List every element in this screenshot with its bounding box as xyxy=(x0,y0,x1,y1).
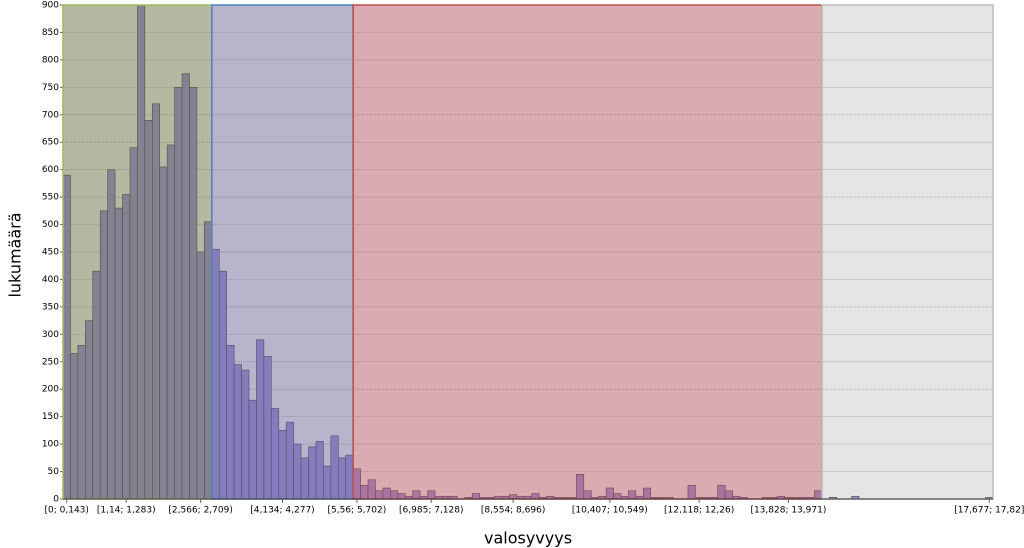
y-tick-label: 900 xyxy=(42,1,59,11)
y-tick-label: 0 xyxy=(53,495,59,505)
y-tick-label: 350 xyxy=(42,302,59,312)
y-tick-label: 400 xyxy=(42,275,59,285)
y-tick-label: 500 xyxy=(42,220,59,230)
y-axis-title: lukumäärä xyxy=(6,212,25,297)
y-tick-label: 850 xyxy=(42,28,59,38)
x-tick-label: [17,677; 17,82] xyxy=(954,506,1024,516)
y-tick-label: 450 xyxy=(42,248,59,258)
x-tick-label: [13,828; 13,971) xyxy=(750,506,826,516)
y-tick-label: 100 xyxy=(42,440,59,450)
x-tick-label: [5,56; 5,702) xyxy=(328,506,387,516)
y-tick-label: 250 xyxy=(42,357,59,367)
y-tick-label: 200 xyxy=(42,385,59,395)
y-tick-label: 150 xyxy=(42,412,59,422)
x-tick-label: [6,985; 7,128) xyxy=(399,506,463,516)
x-tick-label: [0; 0,143) xyxy=(45,506,89,516)
x-tick-label: [1,14; 1,283) xyxy=(97,506,156,516)
y-tick-label: 600 xyxy=(42,165,59,175)
y-tick-label: 700 xyxy=(42,110,59,120)
region xyxy=(62,4,213,500)
region xyxy=(211,4,354,500)
y-tick-label: 650 xyxy=(42,138,59,148)
y-tick-label: 550 xyxy=(42,193,59,203)
region xyxy=(352,4,823,500)
x-tick-label: [12,118; 12,26) xyxy=(664,506,734,516)
x-axis-title: valosyvyys xyxy=(484,529,572,548)
y-tick-label: 50 xyxy=(48,467,60,477)
y-tick-label: 300 xyxy=(42,330,59,340)
x-tick-label: [8,554; 8,696) xyxy=(481,506,545,516)
x-tick-label: [4,134; 4,277) xyxy=(250,506,314,516)
y-tick-label: 800 xyxy=(42,55,59,65)
x-tick-label: [2,566; 2,709) xyxy=(168,506,232,516)
y-tick-label: 750 xyxy=(42,83,59,93)
x-tick-label: [10,407; 10,549) xyxy=(572,506,648,516)
region xyxy=(821,4,994,500)
